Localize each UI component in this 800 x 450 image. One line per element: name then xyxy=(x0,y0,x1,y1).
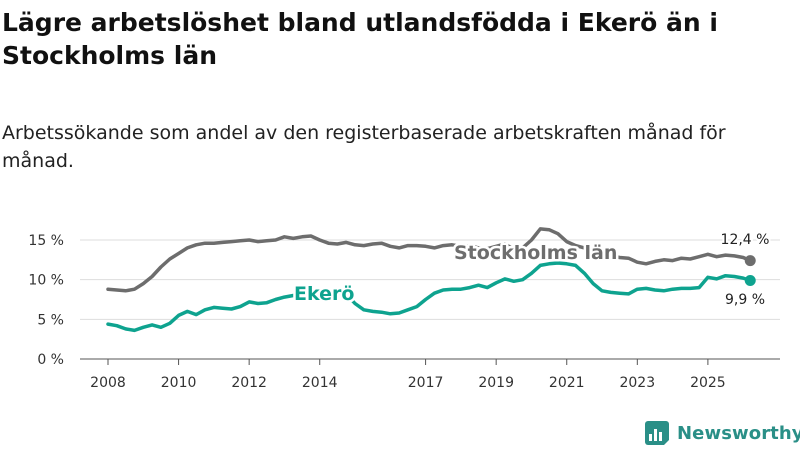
y-tick-label: 5 % xyxy=(37,312,64,328)
x-tick-label: 2014 xyxy=(302,375,338,391)
chart-title: Lägre arbetslöshet bland utlandsfödda i … xyxy=(2,8,718,70)
x-tick-label: 2010 xyxy=(161,375,197,391)
series-label-ekero: Ekerö xyxy=(294,283,354,305)
y-tick-label: 15 % xyxy=(28,233,64,249)
x-tick-label: 2012 xyxy=(231,375,267,391)
series-line-stockholm xyxy=(106,227,752,293)
brand-name: Newsworthy xyxy=(677,422,800,444)
y-tick-label: 10 % xyxy=(28,273,64,289)
series-line-ekero xyxy=(106,261,752,333)
series-label-stockholm: Stockholms län xyxy=(454,242,617,264)
end-value-label-stockholm: 12,4 % xyxy=(721,232,770,248)
newsworthy-bar-chart-icon xyxy=(645,421,669,445)
newsworthy-logo[interactable]: Newsworthy xyxy=(645,420,800,446)
x-tick-label: 2008 xyxy=(90,375,126,391)
series-endpoint-ekero xyxy=(744,274,756,286)
end-value-label-ekero: 9,9 % xyxy=(725,292,765,308)
x-tick-label: 2025 xyxy=(690,375,726,391)
chart-subtitle: Arbetssökande som andel av den registerb… xyxy=(2,122,726,172)
x-tick-label: 2021 xyxy=(549,375,585,391)
series-endpoint-stockholm xyxy=(744,255,756,267)
x-tick-label: 2019 xyxy=(478,375,514,391)
x-tick-label: 2017 xyxy=(408,375,444,391)
y-tick-label: 0 % xyxy=(37,352,64,368)
x-tick-label: 2023 xyxy=(619,375,655,391)
